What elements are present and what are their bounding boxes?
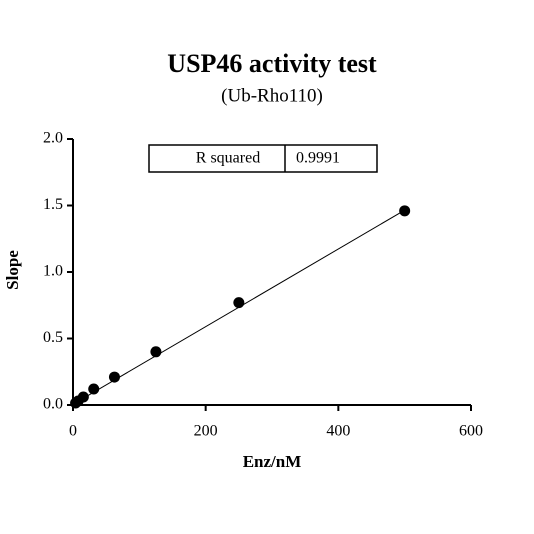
x-tick-label: 200 xyxy=(194,423,218,440)
x-tick-label: 400 xyxy=(326,423,350,440)
y-axis-label: Slope xyxy=(3,250,22,290)
data-point xyxy=(233,297,245,309)
chart-subtitle: (Ub-Rho110) xyxy=(221,85,323,106)
stats-value: 0.9991 xyxy=(296,150,340,167)
y-tick-label: 1.5 xyxy=(43,196,63,213)
stats-box xyxy=(148,144,378,173)
data-point xyxy=(150,346,162,358)
x-tick-label: 600 xyxy=(459,423,483,440)
data-point xyxy=(399,205,411,217)
data-point xyxy=(88,383,100,395)
data-point xyxy=(108,371,120,383)
y-tick-label: 0.0 xyxy=(43,396,63,413)
y-tick-label: 0.5 xyxy=(43,329,63,346)
x-axis-label: Enz/nM xyxy=(243,452,302,471)
stats-label: R squared xyxy=(196,150,260,167)
data-point xyxy=(70,397,82,409)
x-tick-label: 0 xyxy=(69,423,77,440)
y-tick-label: 1.0 xyxy=(43,263,63,280)
chart-title: USP46 activity test xyxy=(167,49,377,78)
y-tick-label: 2.0 xyxy=(43,130,63,147)
